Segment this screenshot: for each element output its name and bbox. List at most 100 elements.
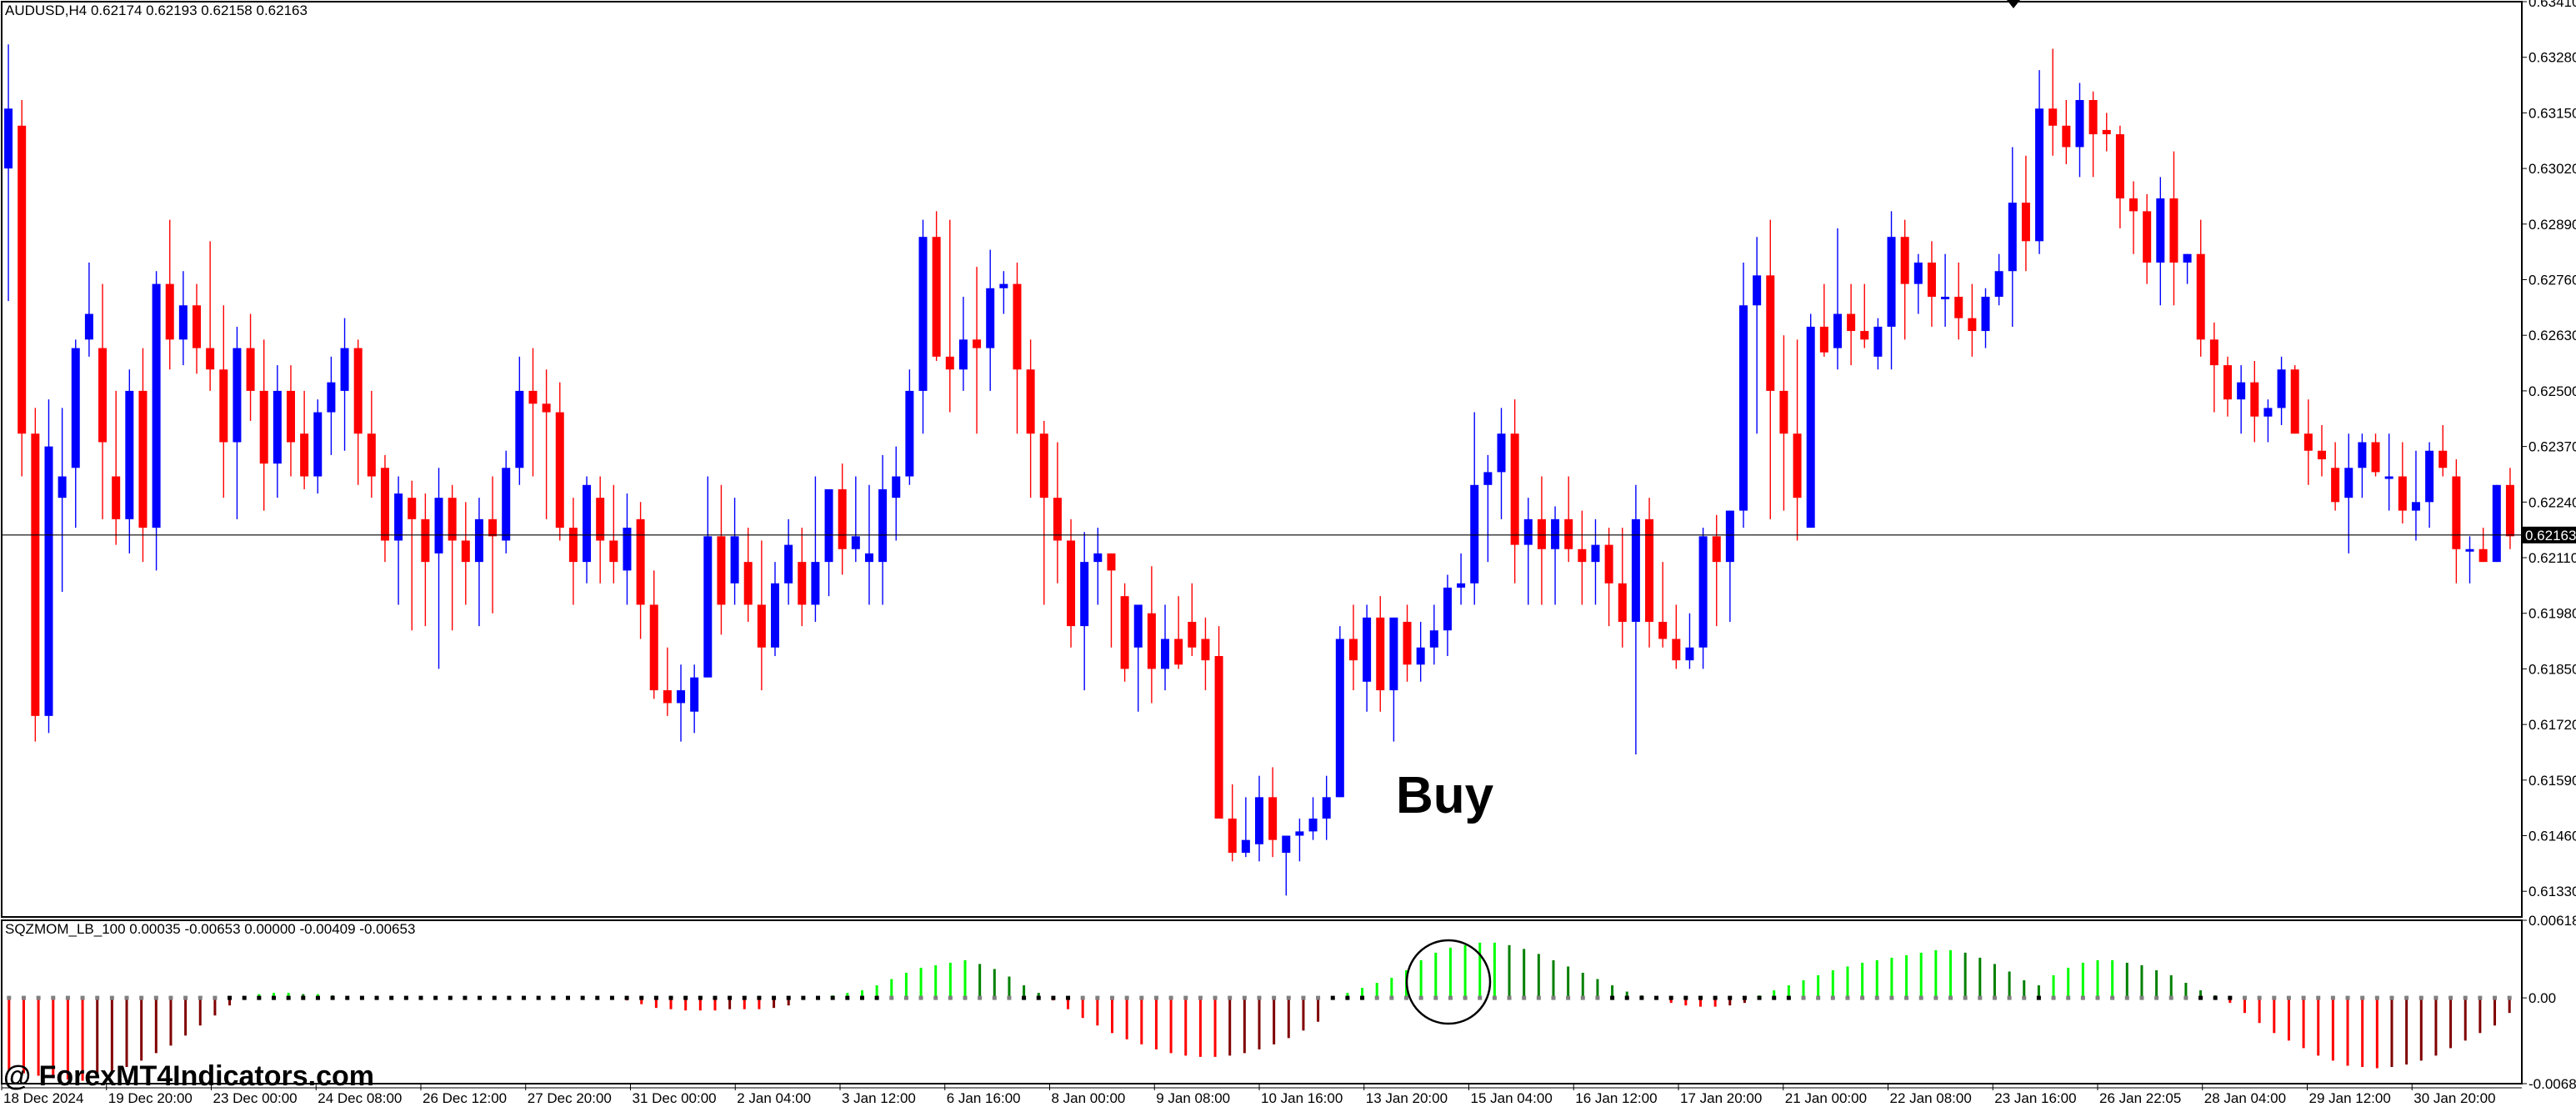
candle-body [958,339,968,370]
candle-body [178,305,188,340]
squeeze-dot [522,995,527,1000]
squeeze-dot [448,995,453,1000]
candle-body [246,348,255,391]
indicator-panel[interactable] [1,919,2523,1084]
candle-body [1631,518,1640,622]
time-axis: 18 Dec 2024 19 Dec 20:00 23 Dec 00:00 24 De… [1,1084,2496,1106]
squeeze-dot [2095,995,2100,1000]
candle-body [2438,450,2448,468]
squeeze-dot [1580,995,1585,1000]
time-tick-label: 16 Jan 12:00 [1575,1090,1657,1106]
candle-body [1348,639,1358,661]
candle-body [730,536,739,584]
candle-body [1107,553,1116,571]
candle-body [1779,390,1788,434]
squeeze-dot [2433,995,2438,1000]
candle-body [1604,544,1613,584]
squeeze-dot [1080,995,1085,1000]
candle-body [717,536,726,605]
squeeze-dot [1624,995,1629,1000]
squeeze-dot [1860,995,1865,1000]
candle-body [2183,253,2192,263]
candle-body [434,498,443,554]
candle-body [1026,369,1035,434]
price-tick-label: 0.62110 [2528,550,2576,566]
candle-body [1887,237,1896,327]
indicator-tick-label: -0.00683 [2528,1076,2576,1092]
squeeze-dot [2139,995,2144,1000]
squeeze-dot [1110,995,1115,1000]
candle-body [2371,442,2380,473]
squeeze-dot [1683,995,1688,1000]
squeeze-dot [1728,995,1733,1000]
squeeze-dot [1668,995,1673,1000]
candle-body [1725,510,1734,563]
candle-body [2303,433,2313,451]
squeeze-dot [859,995,864,1000]
candle-body [757,604,766,648]
squeeze-dot [1272,995,1277,1000]
squeeze-dot [2257,995,2262,1000]
squeeze-dot [786,995,791,1000]
squeeze-dot [1874,995,1879,1000]
squeeze-dot [609,995,614,1000]
price-tick-label: 0.61330 [2528,884,2576,899]
squeeze-dot [1654,995,1659,1000]
candle-body [2048,108,2058,126]
candle-body [918,237,928,391]
candle-body [2021,203,2030,242]
candle-body [1322,797,1331,819]
candle-body [2115,134,2124,199]
candle-body [1214,656,1223,819]
candle-body [1174,639,1183,665]
squeeze-dot [816,995,821,1000]
candle-body [1013,283,1022,370]
squeeze-dot [315,995,320,1000]
squeeze-dot [845,995,850,1000]
squeeze-dot [1022,995,1027,1000]
candle-body [864,553,873,563]
squeeze-dot [1389,995,1394,1000]
candle-body [206,348,215,370]
candle-body [798,562,807,605]
candle-body [2062,125,2071,148]
squeeze-dot [2022,995,2027,1000]
candle-body [1523,518,1533,545]
squeeze-dot [374,995,379,1000]
main-price-panel[interactable] [1,1,2523,918]
squeeze-dot [2213,995,2218,1000]
price-tick-label: 0.61850 [2528,661,2576,677]
candle-body [1335,639,1344,798]
candle-body [2317,450,2326,459]
price-tick-label: 0.61590 [2528,773,2576,789]
candle-body [1080,562,1089,627]
squeeze-dot [1374,995,1379,1000]
candle-body [2290,369,2299,434]
squeeze-dot [1698,995,1703,1000]
candle-body [2035,108,2044,242]
candle-body [502,468,511,541]
squeeze-dot [801,995,806,1000]
squeeze-dot [2272,995,2277,1000]
candle-body [2237,382,2246,400]
squeeze-dot [478,995,483,1000]
candle-body [555,412,564,528]
candles-layer [4,44,2514,896]
squeeze-dot [551,995,556,1000]
squeeze-dot [698,995,703,1000]
candle-body [1416,647,1425,665]
candle-body [932,237,941,357]
squeeze-dot [713,995,718,1000]
time-tick-label: 22 Jan 08:00 [1890,1090,1972,1106]
candle-body [596,498,605,541]
candle-body [2196,253,2205,340]
squeeze-dot [1418,995,1423,1000]
candle-body [878,488,888,563]
candle-body [2465,548,2474,552]
squeeze-dot [418,995,423,1000]
time-tick-label: 26 Jan 22:05 [2099,1090,2181,1106]
squeeze-dot [595,995,600,1000]
candle-body [1981,297,1990,332]
